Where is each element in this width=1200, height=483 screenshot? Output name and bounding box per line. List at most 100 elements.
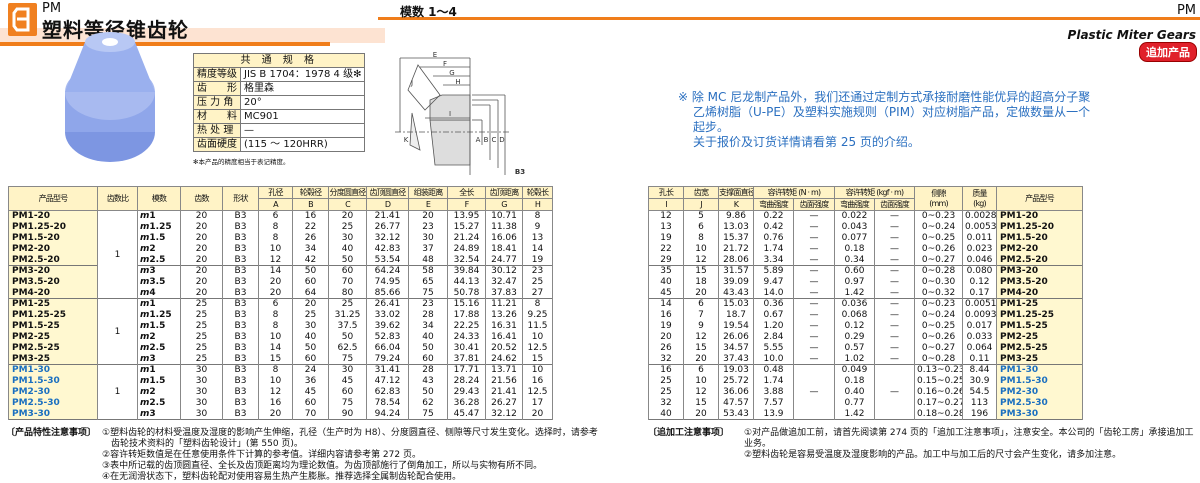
bending-kgfm: 0.12: [834, 320, 875, 332]
mass: 0.11: [962, 353, 998, 365]
support-dia-k: 39.09: [718, 276, 754, 288]
support-dia-k: 15.37: [718, 232, 754, 244]
spec-row: 压 力 角 20°: [193, 95, 366, 110]
total-length-f: 17.88: [447, 309, 486, 321]
outside-dia-d: 33.02: [366, 309, 409, 321]
mass: 0.064: [962, 342, 998, 354]
label-K: K: [404, 136, 409, 144]
bending-nm: 3.88: [753, 386, 794, 398]
total-length-f: 28.24: [447, 375, 486, 387]
total-length-f: 45.47: [447, 408, 486, 420]
mounting-dist-e: 43: [408, 375, 448, 387]
bending-kgfm: 0.97: [834, 276, 875, 288]
bending-kgfm: 0.40: [834, 386, 875, 398]
table-row: 22 10 21.72 1.74—0.18—0~0.26 0.023 PM2-20: [648, 243, 1084, 255]
pitch-dia-c: 75: [328, 353, 367, 365]
teeth-count: 25: [180, 320, 223, 332]
outside-dia-d: 31.41: [366, 364, 409, 376]
bore-length-i: 12: [648, 210, 684, 222]
face-width-j: 6: [683, 298, 719, 310]
surface-nm: —: [793, 210, 835, 222]
support-dia-k: 53.43: [718, 408, 754, 420]
total-length-f: 15.27: [447, 221, 486, 233]
dimension-diagram: E F G H I J K A B C D B3: [395, 51, 525, 176]
bore-a: 10: [258, 375, 293, 387]
module: m1.25: [137, 221, 181, 233]
column-header: 齿宽: [683, 186, 719, 199]
backlash: 0~0.27: [914, 342, 964, 354]
column-letter: A: [258, 198, 293, 211]
teeth-count: 25: [180, 331, 223, 343]
header-unit: (mm): [929, 198, 948, 208]
hub-dia-b: 70: [292, 408, 329, 420]
bore-length-i: 25: [648, 386, 684, 398]
module: m2.5: [137, 397, 181, 409]
gear-ratio: 1: [97, 298, 138, 365]
table-row: PM4-20 m4 20 B3 20 64 80 85.66 75 50.78 37.83 27: [8, 287, 553, 299]
column-header: 轮毂径: [292, 186, 329, 199]
backlash: 0.13~0.23: [914, 364, 964, 376]
crown-dist-g: 13.71: [485, 364, 523, 376]
total-length-f: 29.43: [447, 386, 486, 398]
crown-dist-g: 20.52: [485, 342, 523, 354]
backlash: 0~0.25: [914, 232, 964, 244]
mass: 196: [962, 408, 998, 420]
support-dia-k: 34.57: [718, 342, 754, 354]
bore-length-i: 35: [648, 265, 684, 277]
bending-nm: 0.22: [753, 210, 794, 222]
crown-dist-g: 11.21: [485, 298, 523, 310]
hub-dia-b: 24: [292, 364, 329, 376]
table-row: PM3-30 m3 30 B3 20 70 90 94.24 75 45.47 32.12 20: [8, 408, 553, 420]
bore-length-i: 29: [648, 254, 684, 266]
bore-a: 8: [258, 309, 293, 321]
column-letter: K: [718, 198, 754, 211]
face-width-j: 18: [683, 276, 719, 288]
spec-row: 热 处 理 —: [193, 123, 366, 138]
crown-dist-g: 37.83: [485, 287, 523, 299]
module: m1: [137, 298, 181, 310]
crown-dist-g: 26.27: [485, 397, 523, 409]
surface-kgfm: [873, 397, 916, 409]
spec-value: 格里森: [239, 81, 366, 96]
column-header: 形状: [222, 186, 259, 211]
outside-dia-d: 42.83: [366, 243, 409, 255]
outside-dia-d: 52.83: [366, 331, 409, 343]
surface-kgfm: —: [873, 287, 916, 299]
spec-title: 共 通 规 格: [192, 53, 366, 68]
table-row: PM2-20 m2 20 B3 10 34 40 42.83 37 24.89 18.41 14: [8, 243, 553, 255]
header-row: 产品型号 齿数比 模数 齿数 形状 孔径 轮毂径 分度圆直径 齿顶圆直径 组装距离 全长 齿顶距离 轮毂…: [8, 186, 553, 211]
series-code-right: PM: [1176, 3, 1196, 18]
surface-nm: —: [793, 353, 835, 365]
module-symbol: m: [140, 365, 150, 376]
module-symbol: m: [140, 266, 150, 277]
backlash: 0~0.28: [914, 353, 964, 365]
bending-kgfm: 0.022: [834, 210, 875, 222]
note-item: ③表中所记载的齿顶圆直径、全长及齿顶距离均为理论数值。为齿顶部施行了倒角加工，所…: [102, 461, 543, 471]
column-header: 齿数: [180, 186, 223, 211]
bore-a: 8: [258, 232, 293, 244]
total-length-f: 32.54: [447, 254, 486, 266]
total-length-f: 39.84: [447, 265, 486, 277]
support-dia-k: 28.06: [718, 254, 754, 266]
surface-kgfm: —: [873, 298, 916, 310]
note-item: ①塑料齿轮的材料受温度及湿度的影响产生伸缩，孔径（生产时为 H8）、分度圆直径、…: [102, 428, 598, 438]
backlash: 0~0.26: [914, 243, 964, 255]
notice-line: 起步。: [693, 120, 730, 134]
module: m1: [137, 210, 181, 222]
note-item: 齿轮技术资料的「塑料齿轮设计」(第 550 页)。: [102, 439, 303, 449]
surface-nm: —: [793, 265, 835, 277]
surface-nm: —: [793, 309, 835, 321]
support-dia-k: 37.43: [718, 353, 754, 365]
header-row: I J K 弯曲强度 齿面强度 弯曲强度 齿面强度: [648, 198, 1083, 211]
total-length-f: 30.41: [447, 342, 486, 354]
total-length-f: 24.89: [447, 243, 486, 255]
bending-nm: 0.48: [753, 364, 794, 376]
spec-value: MC901: [239, 109, 366, 124]
shape: B3: [222, 397, 259, 409]
pitch-dia-c: 45: [328, 375, 367, 387]
notes-label: 〔产品特性注意事项〕: [6, 428, 97, 438]
label-J: J: [410, 79, 413, 87]
crown-dist-g: 21.56: [485, 375, 523, 387]
crown-dist-g: 16.31: [485, 320, 523, 332]
crown-dist-g: 24.62: [485, 353, 523, 365]
